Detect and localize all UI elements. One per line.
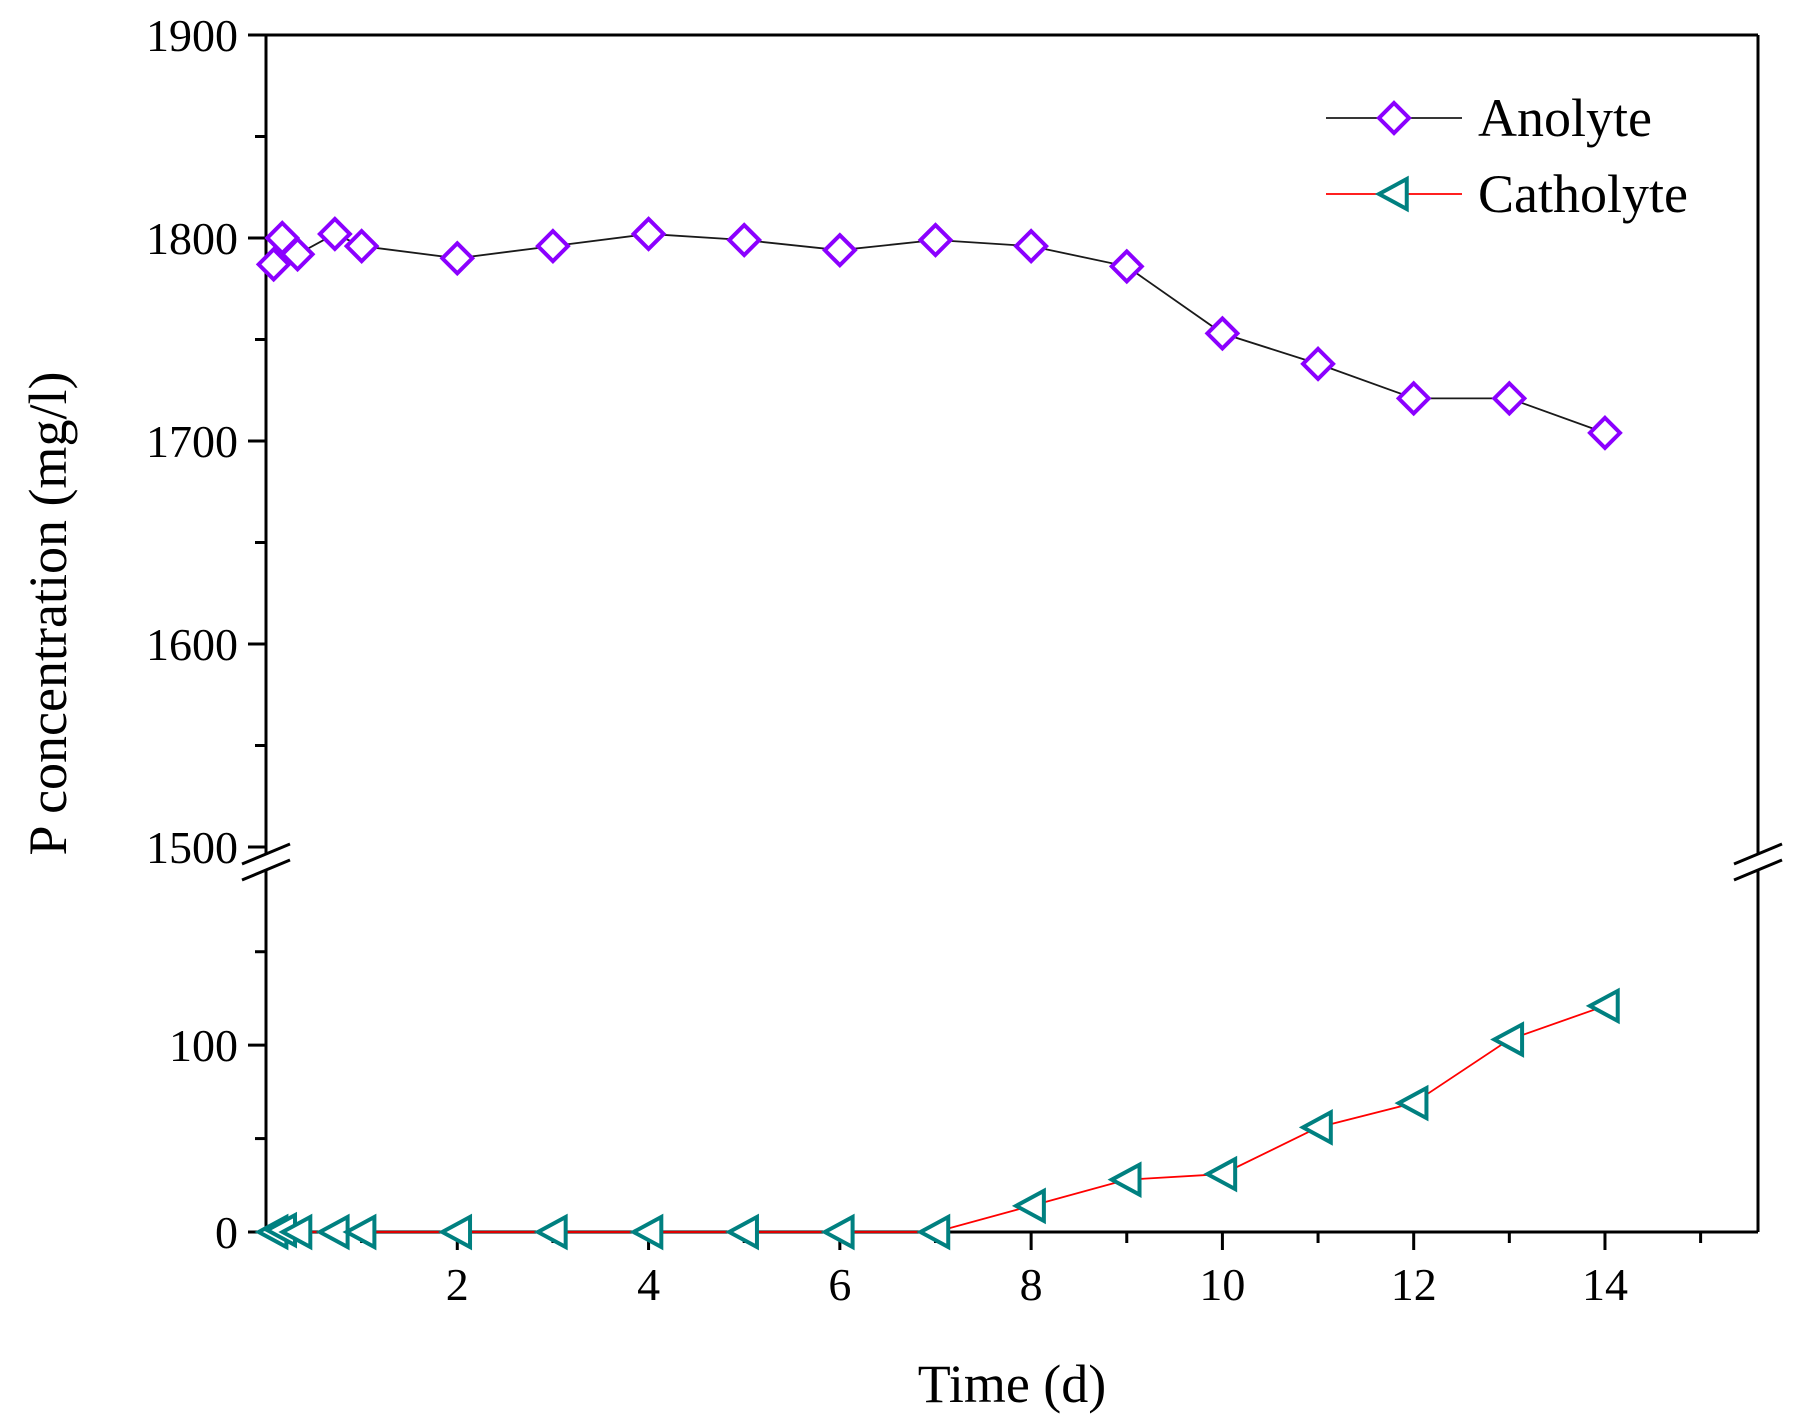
data-point-anolyte xyxy=(630,216,667,252)
data-point-anolyte xyxy=(1013,228,1049,264)
x-tick-label: 2 xyxy=(446,1259,469,1310)
x-tick-label: 10 xyxy=(1199,1259,1245,1310)
y-axis-title: P concentration (mg/l) xyxy=(18,372,78,856)
data-point-catholyte xyxy=(1585,987,1620,1025)
legend-label-catholyte: Catholyte xyxy=(1478,164,1688,224)
x-tick-label: 12 xyxy=(1391,1259,1437,1310)
y-tick-label: 1900 xyxy=(146,10,238,61)
data-point-anolyte xyxy=(535,228,571,264)
legend-label-anolyte: Anolyte xyxy=(1478,88,1652,148)
data-point-catholyte xyxy=(916,1213,951,1251)
data-point-catholyte xyxy=(1203,1155,1238,1193)
axis-break-mark xyxy=(241,842,291,866)
data-point-anolyte xyxy=(439,240,476,277)
data-point-catholyte xyxy=(1011,1187,1046,1225)
y-tick-label: 1600 xyxy=(146,619,238,670)
data-point-catholyte xyxy=(1298,1109,1333,1146)
data-point-anolyte xyxy=(1491,380,1528,417)
y-tick-label: 100 xyxy=(169,1020,238,1071)
y-tick-label: 1700 xyxy=(146,416,238,467)
y-tick-label: 0 xyxy=(215,1207,238,1258)
data-point-anolyte xyxy=(317,216,353,252)
legend-marker-anolyte xyxy=(1376,100,1412,136)
data-point-anolyte xyxy=(1108,248,1145,285)
data-point-anolyte xyxy=(279,236,316,273)
data-point-catholyte xyxy=(1490,1021,1525,1058)
y-tick-label: 1800 xyxy=(146,213,238,264)
data-point-catholyte xyxy=(724,1213,759,1251)
data-point-catholyte xyxy=(629,1213,664,1251)
data-point-catholyte xyxy=(1107,1161,1142,1199)
axis-break-mark xyxy=(1733,842,1783,866)
data-point-catholyte xyxy=(1394,1084,1429,1122)
data-point-catholyte xyxy=(820,1213,855,1251)
x-tick-label: 4 xyxy=(637,1259,660,1310)
data-point-anolyte xyxy=(1300,346,1336,382)
y-tick-label: 1500 xyxy=(146,822,238,873)
series-lines xyxy=(272,232,1606,1233)
data-point-anolyte xyxy=(343,228,380,264)
data-point-anolyte xyxy=(1587,415,1623,451)
data-point-anolyte xyxy=(726,222,763,258)
data-point-anolyte xyxy=(255,246,292,283)
data-point-anolyte xyxy=(1204,315,1241,352)
data-point-anolyte xyxy=(822,232,858,269)
series-line-catholyte xyxy=(273,1005,1606,1233)
legend-marker-catholyte xyxy=(1374,175,1409,213)
data-point-catholyte xyxy=(533,1213,568,1251)
data-point-catholyte xyxy=(342,1213,377,1251)
x-tick-label: 8 xyxy=(1020,1259,1043,1310)
data-point-anolyte xyxy=(1395,380,1432,417)
x-axis-title: Time (d) xyxy=(918,1354,1107,1414)
y-tick-labels: 1500 1600 1700 1800 1900 0 100 xyxy=(146,10,238,1258)
axis-break-mark xyxy=(241,858,291,882)
data-point-anolyte xyxy=(917,222,954,258)
axis-break-marks xyxy=(241,842,1783,882)
x-tick-labels: 2 4 6 8 10 12 14 xyxy=(446,1259,1628,1310)
series-markers xyxy=(254,216,1623,1251)
axis-break-mark xyxy=(1733,858,1783,882)
data-point-catholyte xyxy=(438,1213,473,1251)
data-point-catholyte xyxy=(278,1213,313,1251)
x-tick-label: 14 xyxy=(1582,1259,1628,1310)
legend: Anolyte Catholyte xyxy=(1326,88,1688,224)
x-tick-label: 6 xyxy=(828,1259,851,1310)
